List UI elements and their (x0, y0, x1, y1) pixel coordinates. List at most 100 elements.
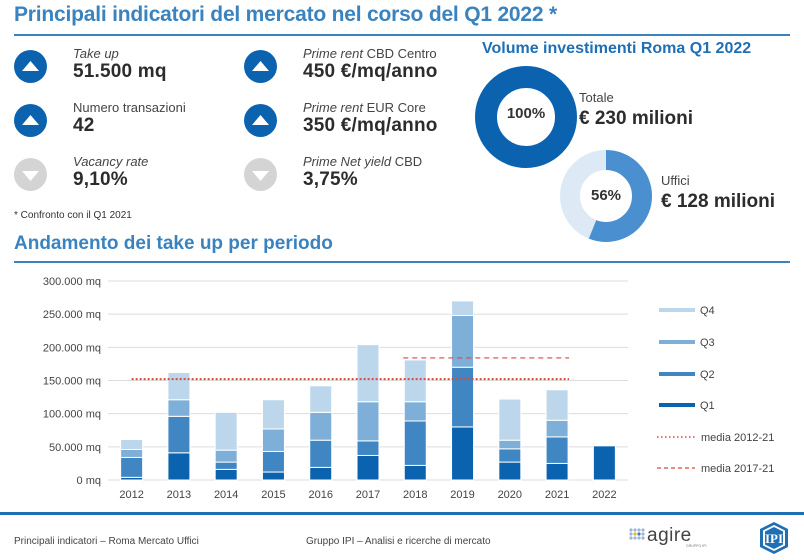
bar-segment-q1-2019 (451, 426, 475, 481)
investments-title: Volume investimenti Roma Q1 2022 (482, 40, 752, 57)
bar-segment-q4-2014 (214, 411, 238, 451)
legend-swatch-q4 (659, 308, 695, 312)
legend-swatch-q2 (659, 372, 695, 376)
footer-center-text: Gruppo IPI – Analisi e ricerche di merca… (306, 536, 491, 547)
x-tick-label: 2017 (356, 489, 380, 501)
bar-segment-q2-2020 (498, 448, 522, 463)
bar-segment-q1-2020 (498, 461, 522, 481)
bar-segment-q3-2012 (120, 448, 144, 458)
footnote: * Confronto con il Q1 2021 (14, 210, 132, 221)
legend-label: media 2017-21 (701, 463, 774, 475)
arrow-up-icon (244, 50, 277, 83)
bar-segment-q1-2017 (356, 454, 380, 481)
y-tick-label: 150.000 mq (43, 376, 101, 388)
kpi-value: 51.500 mq (73, 61, 167, 82)
kpi-text: Prime rent CBD Centro 450 €/mq/anno (303, 46, 438, 83)
kpi-label-rest: EUR Core (362, 100, 426, 115)
y-tick-label: 100.000 mq (43, 409, 101, 421)
x-tick-label: 2019 (450, 489, 474, 501)
kpi-item: Prime rent CBD Centro 450 €/mq/anno (244, 46, 438, 83)
bar-segment-q2-2012 (120, 456, 144, 478)
legend-label: media 2012-21 (701, 432, 774, 444)
kpi-value: 42 (73, 115, 95, 136)
arrow-up-icon (244, 104, 277, 137)
kpi-text: Prime Net yield CBD 3,75% (303, 154, 422, 191)
bar-segment-q3-2019 (451, 314, 475, 368)
offices-label: Uffici (661, 173, 690, 188)
bar-segment-q4-2015 (261, 399, 285, 430)
ipi-wordmark: IPI (765, 531, 783, 546)
kpi-value: 9,10% (73, 169, 128, 190)
kpi-label-rest: CBD Centro (362, 46, 437, 61)
bar-segment-q4-2013 (167, 372, 191, 401)
kpi-text: Numero transazioni 42 (73, 100, 186, 137)
y-tick-label: 50.000 mq (49, 442, 101, 454)
bar-segment-q3-2020 (498, 439, 522, 450)
bar-segment-q3-2017 (356, 401, 380, 442)
total-label: Totale (579, 90, 614, 105)
kpi-value: 450 €/mq/anno (303, 61, 438, 82)
bar-segment-q4-2020 (498, 398, 522, 441)
bar-segment-q2-2016 (309, 439, 333, 468)
bar-segment-q2-2018 (403, 420, 427, 466)
chart-title: Andamento dei take up per periodo (14, 233, 333, 254)
bar-segment-q4-2019 (451, 300, 475, 316)
x-tick-label: 2015 (261, 489, 285, 501)
x-tick-label: 2013 (167, 489, 191, 501)
x-tick-label: 2020 (498, 489, 522, 501)
bar-segment-q1-2021 (545, 462, 569, 481)
chart-title-divider (14, 261, 790, 263)
offices-value: € 128 milioni (661, 191, 776, 212)
kpi-label-italic: Prime rent (303, 100, 363, 115)
donut-offices-percent: 56% (590, 187, 622, 204)
kpi-text: Vacancy rate 9,10% (73, 154, 148, 191)
bar-segment-q4-2018 (403, 359, 427, 403)
y-tick-label: 250.000 mq (43, 309, 101, 321)
bar-segment-q1-2015 (261, 471, 285, 481)
bar-segment-q4-2021 (545, 389, 569, 421)
kpi-item: Numero transazioni 42 (14, 100, 186, 137)
x-tick-label: 2014 (214, 489, 238, 501)
kpi-label-rest: Numero transazioni (73, 100, 186, 115)
kpi-item: Prime rent EUR Core 350 €/mq/anno (244, 100, 438, 137)
bar-segment-q2-2013 (167, 415, 191, 454)
kpi-item: Vacancy rate 9,10% (14, 154, 148, 191)
donut-total-percent: 100% (506, 105, 546, 122)
kpi-label-italic: Take up (73, 46, 119, 61)
bar-segment-q3-2016 (309, 411, 333, 441)
donut-total (475, 66, 577, 168)
bar-segment-q1-2013 (167, 452, 191, 481)
x-tick-label: 2012 (119, 489, 143, 501)
agire-logo: agire GRUPPO IPI (629, 525, 706, 548)
legend-label: Q1 (700, 400, 715, 412)
kpi-label: Prime Net yield CBD (303, 154, 422, 169)
kpi-value: 3,75% (303, 169, 358, 190)
y-tick-label: 0 mq (77, 475, 101, 487)
kpi-label: Prime rent CBD Centro (303, 46, 438, 61)
arrow-down-icon (244, 158, 277, 191)
bar-segment-q2-2019 (451, 366, 475, 428)
bar-segment-q2-2015 (261, 450, 285, 473)
x-tick-label: 2018 (403, 489, 427, 501)
x-tick-label: 2022 (592, 489, 616, 501)
footer-divider (0, 512, 804, 515)
bar-segment-q2-2014 (214, 461, 238, 470)
bar-segment-q3-2015 (261, 428, 285, 452)
bar-segment-q1-2022 (592, 445, 616, 481)
bar-segment-q4-2017 (356, 344, 380, 403)
kpi-label-italic: Prime Net yield (303, 154, 392, 169)
legend-label: Q3 (700, 337, 715, 349)
kpi-item: Prime Net yield CBD 3,75% (244, 154, 422, 191)
bar-segment-q4-2016 (309, 385, 333, 413)
legend-swatch-q1 (659, 403, 695, 407)
kpi-label: Numero transazioni (73, 100, 186, 115)
legend-label: Q2 (700, 369, 715, 381)
total-value: € 230 milioni (579, 108, 694, 129)
y-tick-label: 300.000 mq (43, 276, 101, 288)
donut-offices-arc (560, 150, 652, 242)
title-divider (14, 34, 790, 36)
arrow-down-icon (14, 158, 47, 191)
bar-segment-q1-2018 (403, 464, 427, 481)
kpi-label: Take up (73, 46, 167, 61)
bar-segment-q3-2018 (403, 401, 427, 422)
